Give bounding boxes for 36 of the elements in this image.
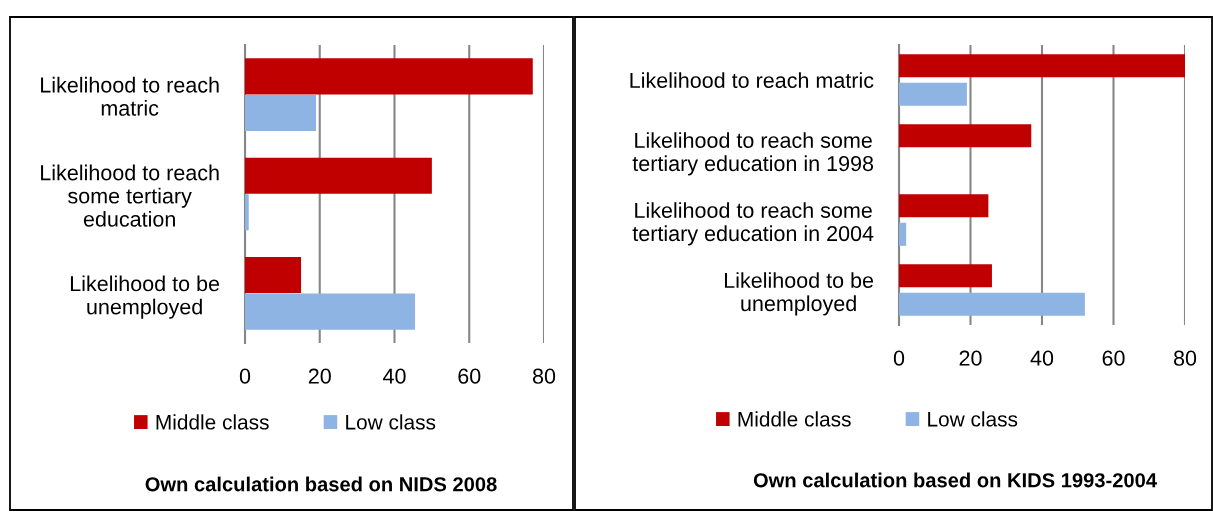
x-tick-label: 0 (893, 350, 905, 366)
x-tick-label: 80 (532, 368, 556, 384)
y-tick-label: Likelihood to be unemployed (724, 272, 874, 316)
bar (899, 54, 1185, 78)
bar (245, 293, 416, 330)
bar (245, 194, 249, 231)
bar (245, 257, 302, 294)
bar (245, 157, 432, 194)
bar (245, 94, 317, 131)
legend-label: Low class (928, 411, 1018, 427)
bar (899, 222, 907, 246)
y-tick-label: Likelihood to reach matric (41, 76, 219, 116)
bar (899, 82, 967, 106)
y-tick-label: Likelihood to be unemployed (70, 275, 220, 319)
x-tick-label: 20 (308, 368, 331, 384)
x-tick-label: 40 (1030, 350, 1054, 366)
legend-label: Low class (346, 414, 436, 430)
x-tick-label: 40 (383, 368, 406, 384)
x-tick-label: 0 (239, 368, 251, 384)
y-tick-label: Likelihood to reach some tertiary education (41, 164, 219, 227)
legend-label: Middle class (156, 414, 269, 430)
y-tick-label: Likelihood to reach some tertiary education in 1998 (632, 132, 874, 176)
bar (899, 264, 992, 288)
x-tick-label: 60 (1102, 350, 1125, 366)
bar (899, 124, 1032, 148)
x-tick-label: 60 (458, 368, 481, 384)
x-tick-label: 20 (959, 350, 982, 366)
x-tick-label: 80 (1173, 350, 1197, 366)
text: Own calculation based on KIDS 1993-2004 (753, 472, 1157, 488)
y-tick-label: Likelihood to reach some tertiary education in 2004 (632, 202, 874, 246)
bar (899, 292, 1085, 316)
bar (245, 58, 533, 95)
legend-label: Middle class (738, 411, 851, 427)
text: Own calculation based on NIDS 2008 (145, 476, 497, 492)
bar (899, 194, 989, 218)
y-tick-label: Likelihood to reach matric (630, 72, 874, 89)
